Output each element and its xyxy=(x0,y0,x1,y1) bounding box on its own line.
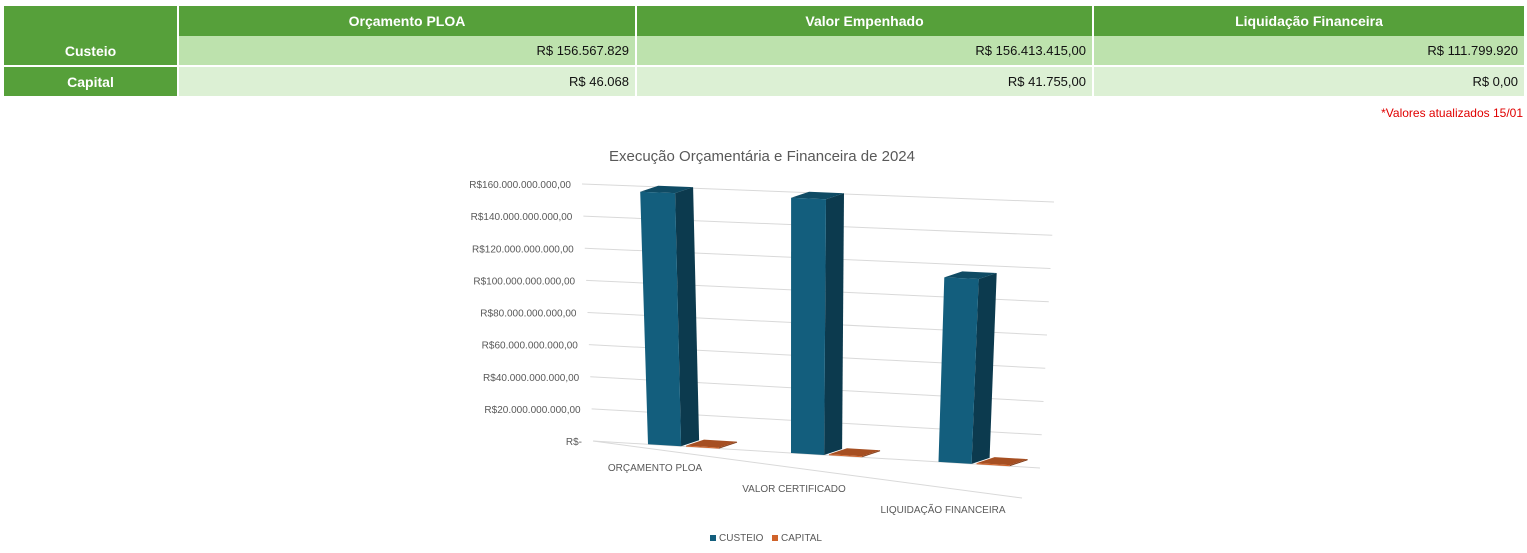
bar-top-face xyxy=(686,439,737,448)
bar-custeio-1 xyxy=(640,185,700,447)
header-empty xyxy=(4,6,177,36)
bar-front-face xyxy=(640,191,682,447)
bar-side-face xyxy=(1009,459,1028,467)
bar-top-face xyxy=(976,457,1028,466)
bar-side-face xyxy=(675,187,700,447)
bar-front-face xyxy=(791,197,826,456)
chart-title: Execução Orçamentária e Financeira de 20… xyxy=(609,148,915,165)
y-tick-label: R$60.000.000.000,00 xyxy=(482,341,579,352)
header-valor-empenhado: Valor Empenhado xyxy=(637,6,1092,36)
bar-side-face xyxy=(862,450,881,458)
row-label-custeio: Custeio xyxy=(4,36,177,67)
table-row: Capital R$ 46.068 R$ 41.755,00 R$ 0,00 xyxy=(4,67,1524,96)
y-tick-label: R$- xyxy=(566,437,582,448)
update-note: *Valores atualizados 15/01 xyxy=(1381,106,1523,120)
bar-front-face xyxy=(938,277,979,464)
table-row: Custeio R$ 156.567.829 R$ 156.413.415,00… xyxy=(4,36,1524,67)
x-category-label: ORÇAMENTO PLOA xyxy=(608,463,703,474)
y-tick-label: R$100.000.000.000,00 xyxy=(473,276,575,287)
bar-front-face xyxy=(976,463,1010,467)
bar-side-face xyxy=(719,441,738,449)
y-tick-label: R$80.000.000.000,00 xyxy=(480,309,577,320)
bar-side-face xyxy=(824,193,844,455)
bar-capital-3 xyxy=(976,457,1028,467)
cell-custeio-empenhado: R$ 156.413.415,00 xyxy=(637,36,1092,67)
bar-top-face xyxy=(829,448,881,457)
bar-top-face xyxy=(944,271,997,279)
bar-front-face xyxy=(829,454,863,458)
y-tick-label: R$40.000.000.000,00 xyxy=(483,373,580,384)
legend-swatch-custeio xyxy=(710,535,716,541)
bar-top-face xyxy=(791,191,844,200)
bar-front-face xyxy=(686,445,720,449)
x-category-label: LIQUIDAÇÃO FINANCEIRA xyxy=(880,503,1005,516)
legend-label-capital: CAPITAL xyxy=(781,533,822,544)
bar-top-face xyxy=(640,185,694,194)
cell-capital-empenhado: R$ 41.755,00 xyxy=(637,67,1092,96)
cell-capital-liquidacao: R$ 0,00 xyxy=(1094,67,1524,96)
bar-custeio-3 xyxy=(938,271,997,464)
cell-custeio-ploa: R$ 156.567.829 xyxy=(179,36,635,67)
x-axis-line xyxy=(592,440,1023,499)
bar-side-face xyxy=(971,273,997,464)
bar-capital-2 xyxy=(829,448,881,458)
legend-swatch-capital xyxy=(772,535,778,541)
y-tick-label: R$20.000.000.000,00 xyxy=(484,405,581,416)
bar-custeio-2 xyxy=(791,191,844,456)
cell-custeio-liquidacao: R$ 111.799.920 xyxy=(1094,36,1524,67)
cell-capital-ploa: R$ 46.068 xyxy=(179,67,635,96)
header-orcamento-ploa: Orçamento PLOA xyxy=(179,6,635,36)
y-tick-label: R$160.000.000.000,00 xyxy=(469,180,571,191)
y-tick-label: R$120.000.000.000,00 xyxy=(472,244,574,255)
row-label-capital: Capital xyxy=(4,67,177,96)
header-liquidacao-financeira: Liquidação Financeira xyxy=(1094,6,1524,36)
y-tick-label: R$140.000.000.000,00 xyxy=(471,212,573,223)
budget-table: Orçamento PLOA Valor Empenhado Liquidaçã… xyxy=(2,6,1526,96)
legend-label-custeio: CUSTEIO xyxy=(719,533,764,544)
x-category-label: VALOR CERTIFICADO xyxy=(742,484,846,495)
bar-capital-1 xyxy=(686,439,738,449)
